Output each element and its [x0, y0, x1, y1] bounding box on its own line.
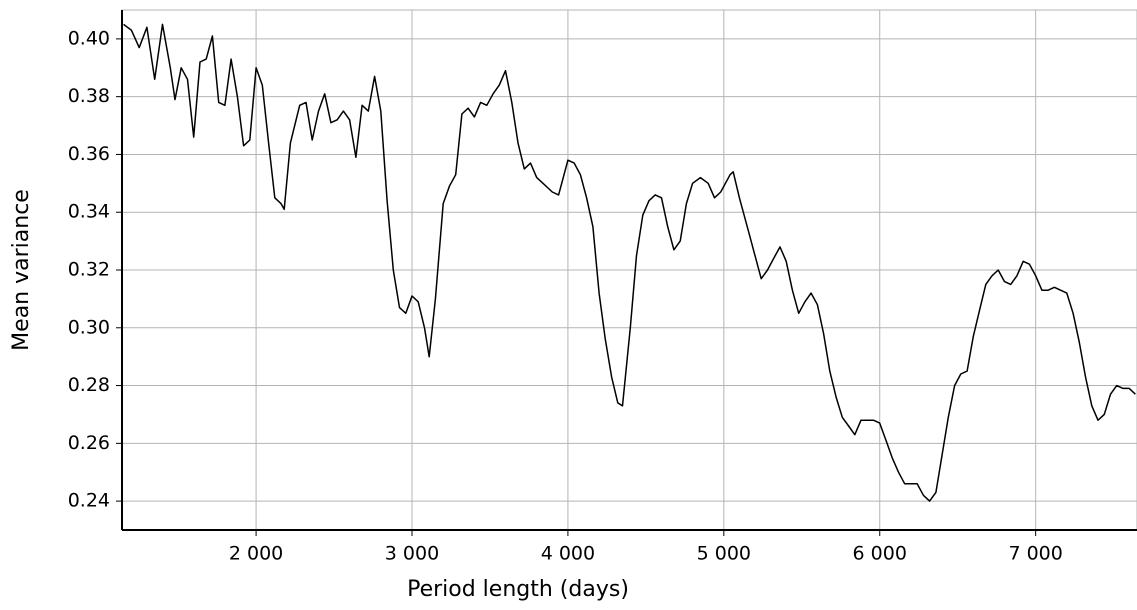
y-tick-label: 0.40: [68, 27, 110, 49]
x-tick-label: 2 000: [229, 543, 283, 565]
y-tick-label: 0.28: [68, 374, 110, 396]
x-axis-label: Period length (days): [407, 577, 629, 602]
x-tick-label: 3 000: [385, 543, 439, 565]
x-tick-label: 7 000: [1008, 543, 1062, 565]
y-tick-label: 0.34: [68, 201, 110, 223]
x-tick-label: 4 000: [541, 543, 595, 565]
y-tick-label: 0.30: [68, 316, 110, 338]
y-tick-label: 0.24: [68, 490, 110, 512]
data-line: [123, 23, 1136, 502]
x-tick-label: 5 000: [697, 543, 751, 565]
y-tick-label: 0.32: [68, 259, 110, 281]
y-tick-label: 0.38: [68, 85, 110, 107]
y-axis-label: Mean variance: [9, 189, 34, 351]
y-tick-label: 0.26: [68, 432, 110, 454]
y-tick-label: 0.36: [68, 143, 110, 165]
x-tick-label: 6 000: [853, 543, 907, 565]
